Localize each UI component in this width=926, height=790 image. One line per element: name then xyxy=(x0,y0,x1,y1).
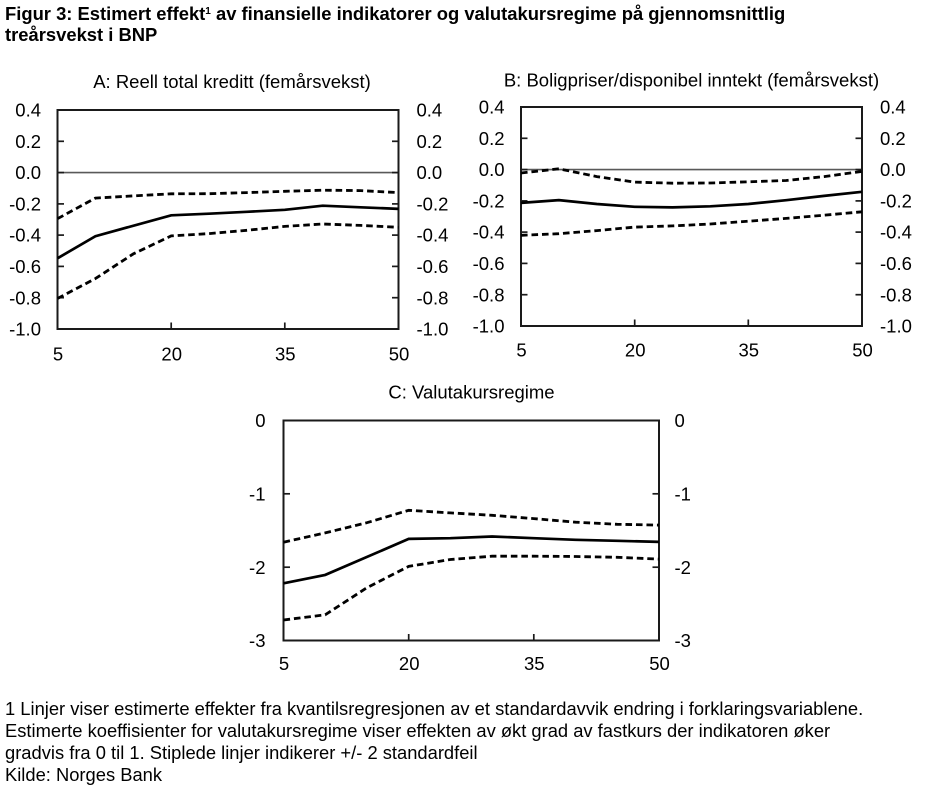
svg-text:0: 0 xyxy=(255,410,265,431)
svg-text:20: 20 xyxy=(625,340,646,361)
svg-text:-0.2: -0.2 xyxy=(417,194,449,215)
svg-text:-0.4: -0.4 xyxy=(880,222,912,243)
svg-text:-0.6: -0.6 xyxy=(417,256,449,277)
svg-text:-0.4: -0.4 xyxy=(473,222,505,243)
svg-text:0.2: 0.2 xyxy=(15,131,41,152)
svg-text:-0.2: -0.2 xyxy=(473,191,505,212)
svg-text:-0.4: -0.4 xyxy=(417,225,449,246)
svg-text:C: Valutakursregime: C: Valutakursregime xyxy=(388,382,554,403)
svg-text:A: Reell total kreditt (femårs: A: Reell total kreditt (femårsvekst) xyxy=(93,71,371,92)
svg-text:0.0: 0.0 xyxy=(479,159,505,180)
svg-text:-0.2: -0.2 xyxy=(880,191,912,212)
svg-text:0.0: 0.0 xyxy=(417,162,443,183)
svg-text:-2: -2 xyxy=(675,557,691,578)
svg-text:0.2: 0.2 xyxy=(880,128,906,149)
svg-text:B: Boligpriser/disponibel innt: B: Boligpriser/disponibel inntekt (femår… xyxy=(504,70,879,91)
svg-text:-0.6: -0.6 xyxy=(880,253,912,274)
svg-text:0.4: 0.4 xyxy=(15,100,41,121)
svg-text:-1.0: -1.0 xyxy=(880,316,912,337)
svg-text:5: 5 xyxy=(53,344,63,365)
svg-text:-1: -1 xyxy=(249,483,265,504)
svg-text:0.4: 0.4 xyxy=(417,100,443,121)
svg-text:50: 50 xyxy=(852,340,873,361)
svg-text:-0.2: -0.2 xyxy=(9,194,41,215)
svg-text:0.2: 0.2 xyxy=(417,131,443,152)
svg-text:-1.0: -1.0 xyxy=(9,319,41,340)
svg-text:-0.8: -0.8 xyxy=(473,284,505,305)
svg-text:-1.0: -1.0 xyxy=(473,316,505,337)
svg-text:35: 35 xyxy=(739,340,760,361)
svg-text:-0.6: -0.6 xyxy=(473,253,505,274)
svg-text:-0.4: -0.4 xyxy=(9,225,41,246)
svg-text:-1.0: -1.0 xyxy=(417,319,449,340)
svg-text:-0.8: -0.8 xyxy=(9,287,41,308)
svg-text:-3: -3 xyxy=(249,630,265,651)
svg-text:0: 0 xyxy=(675,410,685,431)
svg-text:5: 5 xyxy=(516,340,526,361)
svg-text:0.2: 0.2 xyxy=(479,128,505,149)
svg-text:-0.8: -0.8 xyxy=(417,287,449,308)
svg-text:35: 35 xyxy=(524,653,545,674)
svg-text:0.4: 0.4 xyxy=(479,97,505,118)
svg-text:50: 50 xyxy=(389,344,410,365)
svg-text:35: 35 xyxy=(275,344,296,365)
svg-text:-3: -3 xyxy=(675,630,691,651)
svg-text:-1: -1 xyxy=(675,483,691,504)
svg-text:0.0: 0.0 xyxy=(880,159,906,180)
svg-text:-0.6: -0.6 xyxy=(9,256,41,277)
svg-text:-2: -2 xyxy=(249,557,265,578)
svg-text:20: 20 xyxy=(399,653,420,674)
svg-text:0.4: 0.4 xyxy=(880,97,906,118)
svg-text:5: 5 xyxy=(279,653,289,674)
svg-text:-0.8: -0.8 xyxy=(880,284,912,305)
svg-text:50: 50 xyxy=(649,653,670,674)
svg-text:20: 20 xyxy=(161,344,182,365)
svg-text:0.0: 0.0 xyxy=(15,162,41,183)
